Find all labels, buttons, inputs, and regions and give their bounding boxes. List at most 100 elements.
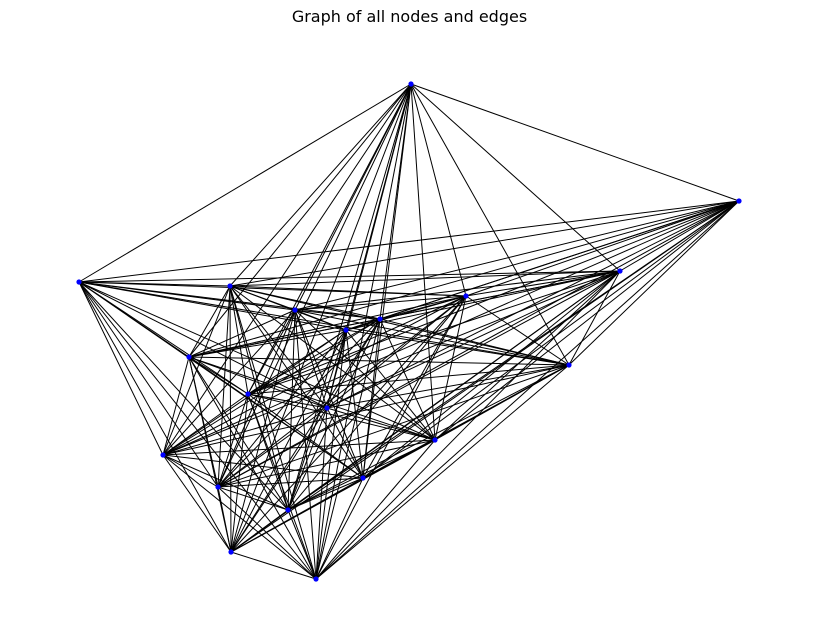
graph-edge bbox=[162, 454, 219, 488]
graph-edge bbox=[294, 309, 381, 320]
graph-edge bbox=[229, 285, 232, 553]
graph-edge bbox=[188, 329, 347, 358]
graph-edge bbox=[315, 295, 467, 580]
graph-edge bbox=[247, 393, 328, 409]
graph-node bbox=[736, 198, 742, 204]
graph-edge bbox=[230, 329, 347, 553]
graph-edge bbox=[217, 309, 296, 488]
graph-edge bbox=[434, 270, 621, 441]
graph-edge bbox=[315, 364, 570, 580]
graph-edge bbox=[294, 309, 570, 366]
graph-edge bbox=[230, 309, 296, 553]
graph-edge bbox=[188, 83, 412, 358]
graph-edge bbox=[287, 364, 570, 511]
graph-edge bbox=[230, 509, 289, 553]
graph-edge bbox=[287, 295, 467, 511]
graph-edge bbox=[78, 281, 249, 395]
graph-edge bbox=[465, 270, 621, 297]
graph-node bbox=[227, 283, 233, 289]
graph-edge bbox=[162, 439, 436, 456]
graph-edge bbox=[345, 329, 436, 441]
graph-edge bbox=[362, 270, 621, 479]
graph-edge bbox=[217, 477, 364, 488]
graph-edge bbox=[229, 285, 436, 441]
graph-edge bbox=[294, 270, 621, 311]
graph-edge bbox=[287, 509, 317, 580]
graph-edge bbox=[247, 364, 570, 395]
graph-edge bbox=[287, 329, 347, 511]
graph-edge bbox=[294, 295, 467, 311]
graph-edge bbox=[162, 454, 317, 580]
edge-layer bbox=[78, 83, 740, 580]
graph-node bbox=[408, 81, 414, 87]
graph-node bbox=[566, 362, 572, 368]
graph-edge bbox=[78, 281, 328, 409]
graph-edge bbox=[217, 295, 467, 488]
graph-edge bbox=[362, 295, 467, 479]
graph-edge bbox=[326, 200, 740, 409]
graph-edge bbox=[217, 364, 570, 488]
graph-node bbox=[285, 507, 291, 513]
graph-edge bbox=[410, 83, 570, 366]
graph-edge bbox=[78, 281, 436, 441]
graph-node bbox=[76, 279, 82, 285]
graph-edge bbox=[229, 200, 740, 287]
graph-edge bbox=[287, 439, 436, 511]
graph-edge bbox=[568, 200, 740, 366]
graph-edge bbox=[294, 309, 328, 409]
graph-edge bbox=[326, 364, 570, 409]
graph-edge bbox=[162, 393, 249, 456]
graph-edge bbox=[188, 356, 364, 479]
graph-edge bbox=[294, 309, 317, 580]
graph-edge bbox=[162, 454, 289, 511]
graph-edge bbox=[247, 295, 467, 395]
graph-node bbox=[215, 484, 221, 490]
graph-edge bbox=[326, 295, 467, 409]
graph-edge bbox=[230, 270, 621, 553]
graph-edge bbox=[162, 364, 570, 456]
graph-node bbox=[245, 391, 251, 397]
graph-edge bbox=[315, 439, 436, 580]
graph-edge bbox=[379, 318, 570, 366]
graph-edge bbox=[188, 285, 231, 358]
graph-edge bbox=[217, 329, 347, 488]
graph-edge bbox=[229, 83, 412, 287]
graph-edge bbox=[294, 309, 347, 331]
graph-node bbox=[617, 268, 623, 274]
graph-edge bbox=[188, 356, 249, 395]
graph-edge bbox=[230, 295, 467, 553]
graph-edge bbox=[287, 407, 328, 511]
graph-edge bbox=[229, 285, 289, 511]
graph-edge bbox=[326, 407, 436, 441]
graph-node bbox=[228, 549, 234, 555]
graph-edge bbox=[410, 83, 467, 297]
graph-edge bbox=[188, 200, 740, 358]
graph-edge bbox=[78, 281, 164, 456]
graph-edge bbox=[162, 407, 328, 456]
graph-edge bbox=[465, 200, 740, 297]
graph-node bbox=[324, 405, 330, 411]
graph-edge bbox=[78, 270, 621, 283]
graph-edge bbox=[315, 477, 364, 580]
graph-edge bbox=[188, 318, 381, 358]
graph-edge bbox=[217, 486, 232, 553]
graph-edge bbox=[230, 407, 328, 553]
graph-edge bbox=[78, 281, 289, 511]
graph-edge bbox=[247, 393, 364, 479]
graph-edge bbox=[410, 83, 436, 441]
graph-edge bbox=[247, 393, 436, 441]
graph-edge bbox=[568, 270, 621, 366]
graph-edge bbox=[315, 83, 412, 580]
graph-edge bbox=[78, 200, 740, 283]
graph-edge bbox=[162, 270, 621, 456]
graph-node bbox=[313, 576, 319, 582]
graph-edge bbox=[217, 486, 317, 580]
graph-edge bbox=[78, 83, 412, 283]
graph-edge bbox=[229, 270, 621, 287]
graph-edge bbox=[345, 329, 570, 366]
graph-edge bbox=[162, 454, 232, 553]
graph-edge bbox=[217, 439, 436, 488]
graph-edge bbox=[287, 477, 364, 511]
graph-edge bbox=[315, 200, 740, 580]
graph-node bbox=[343, 327, 349, 333]
